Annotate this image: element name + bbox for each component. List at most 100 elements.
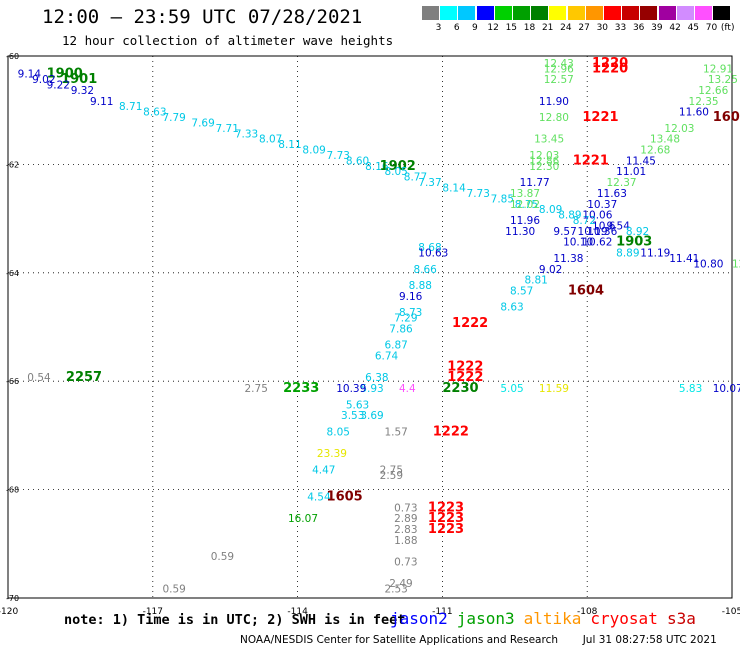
swh-value: 3.69 [360, 410, 383, 422]
swh-value: 10.37 [587, 199, 617, 211]
satellite-cryosat: cryosat [590, 609, 658, 628]
satellite-s3a: s3a [667, 609, 696, 628]
lat-tick-label: -66 [6, 377, 19, 386]
time-label: 1222 [452, 316, 488, 331]
swh-value: 12.35 [689, 96, 719, 108]
swh-value: 8.73 [399, 307, 422, 319]
time-label: 2257 [66, 370, 102, 385]
swh-value: 8.11 [278, 139, 301, 151]
swh-value: 0.54 [27, 372, 51, 384]
lat-tick-label: -64 [6, 269, 19, 278]
legend-swatch [640, 6, 658, 20]
swh-value: 5.93 [360, 383, 383, 395]
swh-value: 10.6 [592, 220, 616, 232]
swh-value: 11.01 [616, 166, 646, 178]
map-frame [7, 55, 733, 599]
legend-swatch [494, 6, 512, 20]
swh-value: 7.69 [191, 117, 214, 129]
swh-value: 8.81 [524, 275, 547, 287]
swh-value: 10.07 [713, 383, 740, 395]
swh-value: 8.09 [539, 204, 562, 216]
satellite-jason3: jason3 [456, 609, 515, 628]
legend-swatch [567, 6, 585, 20]
legend-label: 42 [669, 23, 681, 33]
legend-swatch [713, 6, 731, 20]
credit-text: NOAA/NESDIS Center for Satellite Applica… [240, 634, 558, 646]
swh-value: 12.03 [664, 123, 694, 135]
swh-value: 9.22 [47, 80, 70, 92]
swh-value: 7.73 [467, 188, 490, 200]
lon-tick-label: -114 [287, 607, 308, 617]
swh-value: 12.43 [544, 58, 574, 70]
swh-value: 9.54 [607, 220, 631, 232]
swh-value: 8.57 [510, 285, 533, 297]
swh-value: 11.60 [679, 107, 709, 119]
swh-value: 10.10 [563, 237, 593, 249]
swh-value: 8.09 [302, 145, 325, 157]
legend-swatch [549, 6, 567, 20]
lat-tick-label: -62 [6, 160, 19, 169]
swh-value: 12.86 [529, 155, 559, 167]
swh-value: 11.77 [520, 177, 550, 189]
time-label: 2230 [442, 381, 478, 396]
swh-value: 11.96 [510, 215, 540, 227]
swh-value: 8.63 [500, 302, 523, 314]
time-label: 2233 [283, 381, 319, 396]
swh-value: 13.87 [510, 188, 540, 200]
swh-value: 2.59 [380, 470, 403, 482]
swh-value: 8.63 [143, 107, 166, 119]
swh-value: 12.96 [544, 63, 574, 75]
swh-value: 12.30 [529, 161, 559, 173]
legend-swatch [585, 6, 603, 20]
swh-value: 9.32 [71, 85, 94, 97]
swh-value: 6.87 [384, 340, 407, 352]
satellite-altika: altika [523, 609, 582, 628]
swh-value: 13.48 [650, 134, 680, 146]
legend-label: 33 [614, 23, 627, 33]
swh-value: 9.14 [18, 69, 42, 81]
legend-swatch [458, 6, 476, 20]
swh-value: 2.75 [380, 464, 403, 476]
time-label: 1604 [568, 283, 604, 298]
legend-label: 39 [651, 23, 663, 33]
swh-value: 4.4 [399, 383, 416, 395]
legend-label: 15 [505, 23, 518, 33]
swh-value: 10.36 [587, 226, 617, 238]
legend-label: 45 [687, 23, 700, 33]
swh-value: 12.03 [529, 150, 559, 162]
swh-value: 8.77 [404, 172, 427, 184]
swh-value: 5.05 [500, 383, 523, 395]
swh-value: 11.59 [539, 383, 569, 395]
swh-value: 0.59 [162, 584, 185, 596]
swh-value: 1.57 [384, 426, 407, 438]
swh-value: 10.63 [418, 248, 448, 260]
swh-value: 2.75 [245, 383, 268, 395]
lon-tick-label: -111 [432, 607, 452, 617]
swh-value: 13.45 [534, 134, 564, 146]
time-label: 1903 [616, 235, 652, 250]
swh-value: 8.71 [119, 101, 142, 113]
timestamp: Jul 31 08:27:58 UTC 2021 [582, 634, 717, 646]
swh-value: 7.73 [327, 150, 350, 162]
swh-value: 2.89 [394, 513, 417, 525]
swh-value: 11.45 [626, 155, 656, 167]
swh-value: 10.39 [336, 383, 366, 395]
swh-value: 8.88 [409, 280, 432, 292]
legend-label: 27 [578, 23, 590, 33]
legend-swatch [513, 6, 530, 20]
swh-value: 8.14 [442, 183, 466, 195]
swh-value: 10.62 [582, 237, 612, 249]
legend-label: 9 [472, 23, 478, 33]
credit-line: NOAA/NESDIS Center for Satellite Applica… [240, 634, 717, 646]
axis-tick-labels: -120 -117 -114 -111 -108 -105 -60 -62 -64 -66 -68 -… [0, 52, 740, 617]
swh-value: 6.74 [375, 351, 399, 363]
swh-value: 8.66 [413, 264, 437, 276]
swh-value: 7.85 [491, 193, 514, 205]
time-label: 1220 [592, 56, 628, 71]
legend-label: 18 [523, 23, 536, 33]
map-grid [7, 55, 733, 599]
swh-value: 11.41 [669, 253, 699, 265]
time-label: 1221 [573, 153, 609, 168]
swh-value: 7.86 [389, 323, 413, 335]
